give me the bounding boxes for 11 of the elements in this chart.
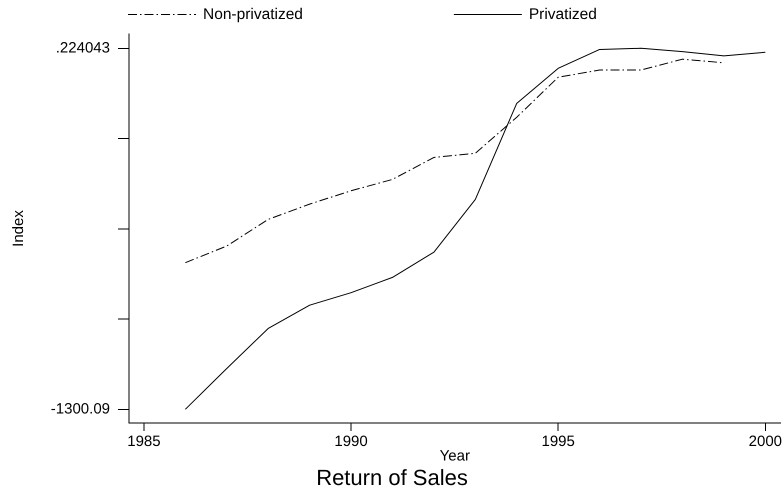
y-tick-label: .224043 (56, 39, 110, 56)
x-tick-label: 1995 (541, 433, 575, 450)
y-axis-title: Index (10, 210, 28, 247)
x-tick-label: 2000 (748, 433, 782, 450)
y-tick-label: -1300.09 (50, 400, 110, 418)
text: Return of Sales (316, 464, 468, 490)
x-tick-label: 1990 (334, 433, 368, 450)
x-axis-title: Year (440, 448, 470, 465)
legend-label: Non-privatized (203, 6, 303, 23)
legend-label: Privatized (528, 6, 597, 23)
x-tick-label: 1985 (127, 433, 161, 450)
